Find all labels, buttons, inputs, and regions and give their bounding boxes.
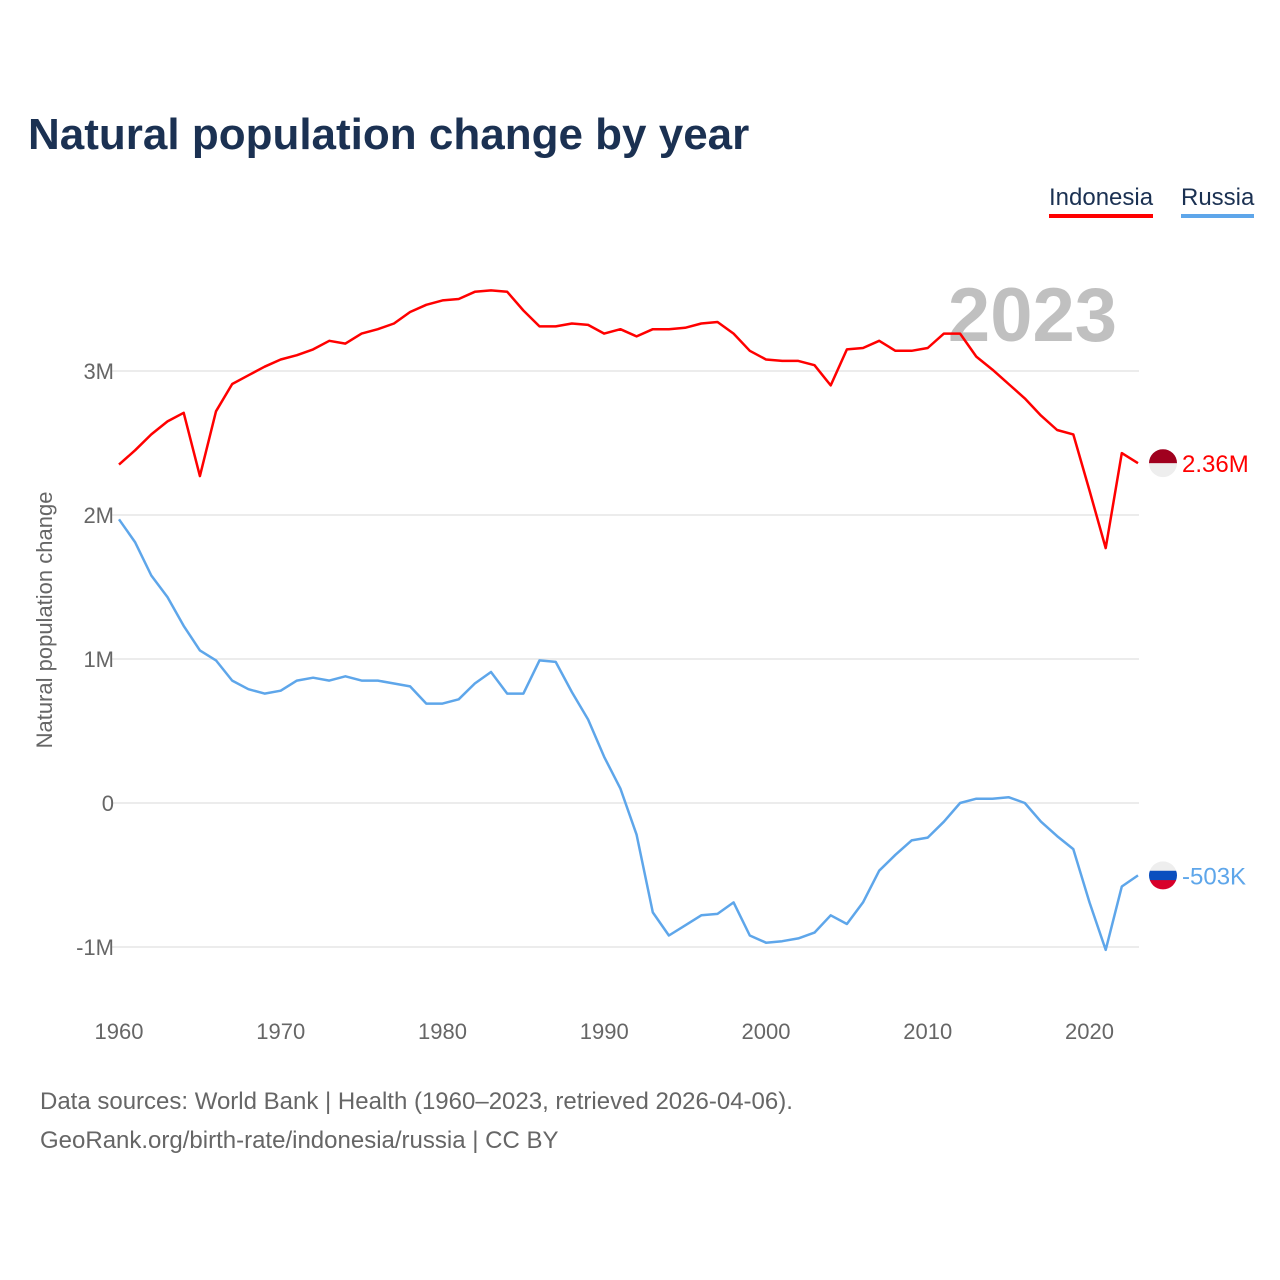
series-line-indonesia[interactable] [118,289,1139,550]
x-tick-label: 1980 [418,1019,467,1044]
x-tick-label: 1960 [95,1019,144,1044]
current-year-label: 2023 [948,273,1117,358]
x-tick-label: 1990 [580,1019,629,1044]
y-tick-label: 0 [102,791,114,816]
y-tick-label: -1M [76,935,114,960]
end-value-label: -503K [1182,863,1246,890]
flag-icon-indonesia [1149,449,1177,478]
footer-link[interactable]: GeoRank.org/birth-rate/indonesia/russia … [40,1127,559,1154]
x-tick-label: 2010 [903,1019,952,1044]
end-value-label: 2.36M [1182,451,1249,478]
x-tick-label: 2000 [742,1019,791,1044]
flag-icon-russia [1149,861,1177,890]
legend-item-indonesia[interactable]: Indonesia [1049,184,1154,218]
chart-title: Natural population change by year [28,110,750,159]
legend-item-russia[interactable]: Russia [1181,184,1255,218]
x-tick-label: 2020 [1065,1019,1114,1044]
y-tick-label: 1M [83,647,114,672]
x-tick-label: 1970 [256,1019,305,1044]
y-axis-label: Natural population change [32,492,57,749]
y-tick-label: 2M [83,503,114,528]
series-line-russia[interactable] [117,518,1139,952]
y-tick-label: 3M [83,359,114,384]
footer-sources: Data sources: World Bank | Health (1960–… [40,1088,793,1115]
